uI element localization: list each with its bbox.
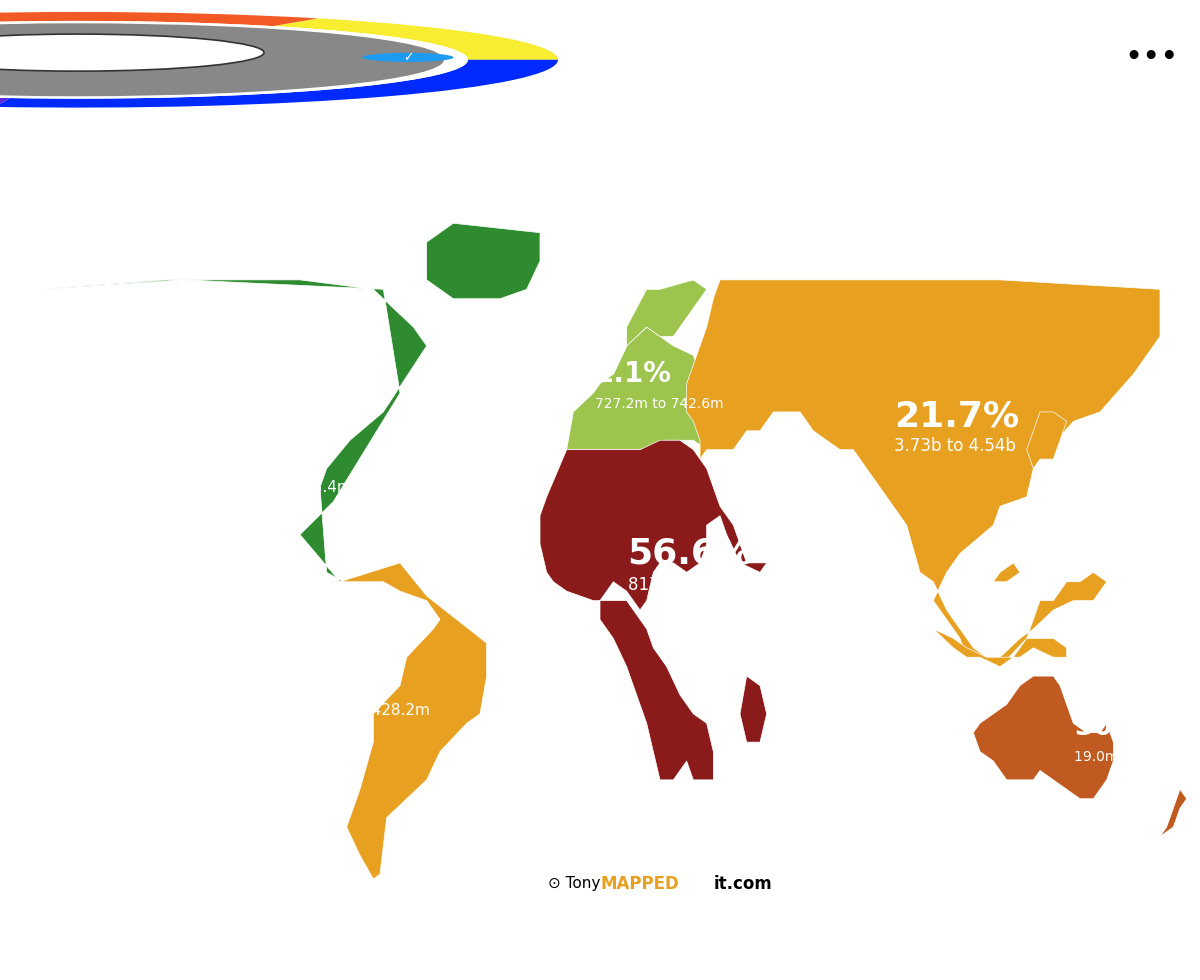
Polygon shape <box>427 223 540 299</box>
Text: MAPPED: MAPPED <box>600 874 679 893</box>
Text: 3.73b to 4.54b: 3.73b to 4.54b <box>894 437 1016 455</box>
Text: 20.5%: 20.5% <box>210 441 316 470</box>
Text: Population Growth Per Continent From 2000 to 2018: Population Growth Per Continent From 200… <box>64 163 1136 197</box>
Text: 56.6%: 56.6% <box>628 537 752 570</box>
Polygon shape <box>566 327 720 450</box>
Circle shape <box>0 34 264 72</box>
Text: 450.8m to 543.4m: 450.8m to 543.4m <box>210 479 352 495</box>
Text: maps.n.more: maps.n.more <box>174 43 400 72</box>
Polygon shape <box>540 440 767 780</box>
Polygon shape <box>920 629 1067 666</box>
Circle shape <box>362 53 454 62</box>
Polygon shape <box>686 280 1160 666</box>
Polygon shape <box>40 280 427 582</box>
Text: 19.0m to 24.7m: 19.0m to 24.7m <box>1074 750 1186 763</box>
Text: •••: ••• <box>1124 43 1180 72</box>
Polygon shape <box>994 563 1020 582</box>
Polygon shape <box>973 676 1114 799</box>
Text: 2.1%: 2.1% <box>595 361 672 388</box>
Text: it.com: it.com <box>714 874 773 893</box>
Wedge shape <box>0 74 11 107</box>
Polygon shape <box>340 563 487 879</box>
Text: ⊙ Tony: ⊙ Tony <box>547 876 600 891</box>
Circle shape <box>0 21 468 99</box>
Wedge shape <box>0 12 318 26</box>
Circle shape <box>0 24 444 96</box>
Text: 349.4m to 428.2m: 349.4m to 428.2m <box>288 703 430 718</box>
Text: 30%: 30% <box>1074 713 1140 741</box>
Text: 817.5m to 1.28 b: 817.5m to 1.28 b <box>628 576 772 594</box>
Text: 22.6%: 22.6% <box>288 666 394 696</box>
Polygon shape <box>1027 412 1067 468</box>
Text: 21.7%: 21.7% <box>894 400 1019 433</box>
Polygon shape <box>1160 789 1187 837</box>
Polygon shape <box>613 280 707 374</box>
Polygon shape <box>740 676 767 742</box>
Text: 727.2m to 742.6m: 727.2m to 742.6m <box>595 397 724 411</box>
Text: ✓: ✓ <box>403 51 413 64</box>
Wedge shape <box>274 19 558 60</box>
Wedge shape <box>0 60 558 108</box>
